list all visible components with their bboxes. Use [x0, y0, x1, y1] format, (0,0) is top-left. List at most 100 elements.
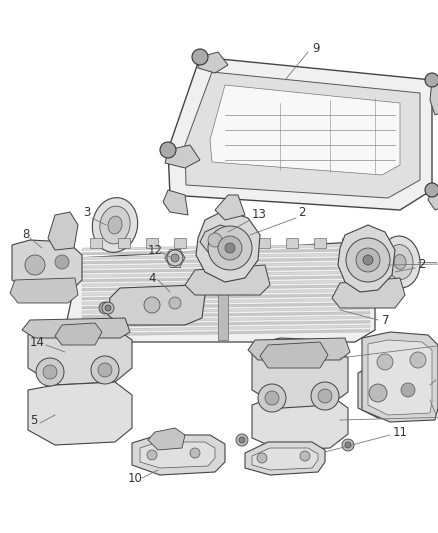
Circle shape [342, 439, 354, 451]
Text: 7: 7 [382, 313, 389, 327]
Polygon shape [185, 265, 270, 295]
Polygon shape [342, 238, 354, 248]
Polygon shape [332, 278, 405, 308]
Polygon shape [260, 342, 328, 368]
Circle shape [91, 356, 119, 384]
Polygon shape [28, 382, 132, 445]
Text: 13: 13 [252, 208, 267, 222]
Polygon shape [368, 340, 432, 415]
Polygon shape [65, 242, 375, 342]
Circle shape [43, 365, 57, 379]
Circle shape [169, 297, 181, 309]
Polygon shape [163, 190, 188, 215]
Polygon shape [248, 338, 350, 360]
Text: 2: 2 [298, 206, 305, 220]
Polygon shape [218, 243, 228, 340]
Polygon shape [12, 240, 82, 290]
Polygon shape [252, 395, 348, 450]
Circle shape [410, 352, 426, 368]
Polygon shape [55, 323, 102, 345]
Polygon shape [82, 289, 370, 295]
Polygon shape [252, 338, 348, 408]
Circle shape [147, 450, 157, 460]
Polygon shape [48, 212, 78, 250]
Polygon shape [82, 285, 370, 291]
Polygon shape [140, 442, 215, 468]
Circle shape [167, 250, 183, 266]
Polygon shape [82, 311, 370, 318]
Circle shape [258, 384, 286, 412]
Polygon shape [200, 225, 235, 255]
Polygon shape [82, 307, 370, 313]
Polygon shape [82, 329, 370, 336]
Circle shape [363, 255, 373, 265]
Polygon shape [198, 52, 228, 73]
Text: 12: 12 [148, 244, 163, 256]
Polygon shape [82, 266, 370, 273]
Polygon shape [82, 244, 370, 251]
Polygon shape [358, 363, 430, 418]
Polygon shape [210, 85, 400, 175]
Ellipse shape [387, 245, 413, 279]
Polygon shape [146, 238, 158, 248]
Text: 11: 11 [393, 425, 408, 439]
Circle shape [36, 358, 64, 386]
Circle shape [218, 236, 242, 260]
Circle shape [369, 384, 387, 402]
Circle shape [208, 233, 222, 247]
Circle shape [225, 243, 235, 253]
Polygon shape [82, 276, 370, 282]
Circle shape [190, 448, 200, 458]
Polygon shape [174, 238, 186, 248]
Ellipse shape [92, 198, 138, 252]
Polygon shape [230, 238, 242, 248]
Circle shape [401, 383, 415, 397]
Circle shape [171, 254, 179, 262]
Circle shape [239, 437, 245, 443]
Polygon shape [314, 238, 326, 248]
Polygon shape [252, 448, 318, 470]
Polygon shape [28, 325, 132, 385]
Polygon shape [196, 210, 260, 282]
Circle shape [377, 354, 393, 370]
Polygon shape [215, 195, 245, 220]
Text: 5: 5 [30, 414, 37, 426]
Polygon shape [108, 285, 205, 325]
Circle shape [144, 297, 160, 313]
Polygon shape [185, 72, 420, 198]
Text: 10: 10 [128, 472, 143, 484]
Circle shape [318, 389, 332, 403]
Polygon shape [82, 294, 370, 300]
Polygon shape [430, 80, 438, 115]
Circle shape [356, 248, 380, 272]
Circle shape [425, 73, 438, 87]
Circle shape [25, 255, 45, 275]
Polygon shape [258, 238, 270, 248]
Text: 14: 14 [30, 335, 45, 349]
Polygon shape [82, 262, 370, 269]
Ellipse shape [394, 255, 406, 270]
Circle shape [208, 226, 252, 270]
Polygon shape [10, 278, 78, 303]
Polygon shape [82, 248, 370, 255]
Polygon shape [82, 253, 370, 260]
Polygon shape [82, 257, 370, 264]
Polygon shape [148, 428, 185, 450]
Circle shape [346, 238, 390, 282]
Circle shape [105, 305, 111, 311]
Circle shape [98, 363, 112, 377]
Polygon shape [82, 325, 370, 332]
Text: 2: 2 [418, 259, 425, 271]
Circle shape [102, 302, 114, 314]
Polygon shape [362, 332, 438, 422]
Text: 9: 9 [312, 42, 319, 54]
Polygon shape [90, 238, 102, 248]
Circle shape [311, 382, 339, 410]
Polygon shape [338, 225, 395, 292]
Text: 8: 8 [22, 229, 29, 241]
Ellipse shape [108, 216, 122, 234]
Polygon shape [82, 298, 370, 304]
Text: 3: 3 [83, 206, 90, 220]
Polygon shape [82, 271, 370, 278]
Polygon shape [202, 238, 214, 248]
